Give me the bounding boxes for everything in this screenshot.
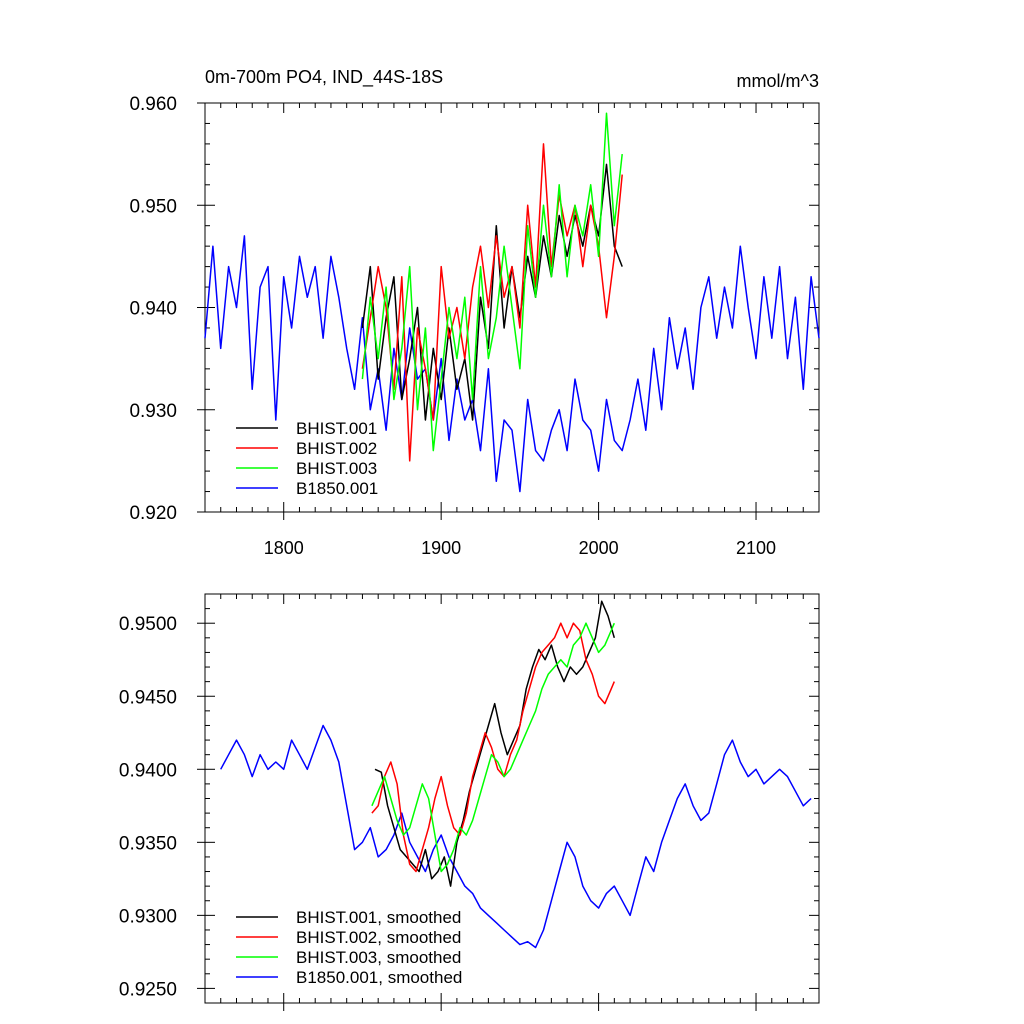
top-y-tick-label: 0.930 — [129, 401, 177, 422]
top-legend-label: BHIST.001 — [296, 419, 377, 438]
bottom-panel: 0.9250 0.9300 0.9350 0.9400 0.9450 0.9500 BHIS… — [119, 593, 820, 1011]
top-panel: 0m-700m PO4, IND_44S-18S mmol/m^3 1800 19… — [129, 67, 820, 558]
top-x-tick-label: 1800 — [264, 538, 304, 558]
top-y-tick-label: 0.920 — [129, 503, 177, 524]
top-legend-label: BHIST.003 — [296, 459, 377, 478]
bottom-y-tick-label: 0.9250 — [119, 979, 177, 1000]
bottom-y-tick-label: 0.9300 — [119, 906, 177, 927]
top-legend-label: BHIST.002 — [296, 439, 377, 458]
top-chart-title: 0m-700m PO4, IND_44S-18S — [205, 67, 443, 88]
top-x-tick-label: 1900 — [421, 538, 461, 558]
bottom-legend-label: BHIST.003, smoothed — [296, 948, 461, 967]
top-x-tick-label: 2000 — [579, 538, 619, 558]
bottom-y-tick-label: 0.9400 — [119, 760, 177, 781]
top-series-line-bhist-003 — [361, 112, 623, 452]
bottom-series-line-bhist-001-smoothed — [374, 600, 616, 887]
top-series-line-b1850-001 — [204, 235, 820, 493]
bottom-series-line-b1850-001-smoothed — [220, 724, 812, 949]
bottom-legend-label: B1850.001, smoothed — [296, 968, 462, 987]
bottom-y-tick-label: 0.9500 — [119, 614, 177, 635]
bottom-legend-label: BHIST.002, smoothed — [296, 928, 461, 947]
top-y-tick-label: 0.940 — [129, 299, 177, 320]
top-legend-label: B1850.001 — [296, 479, 378, 498]
top-series-line-bhist-002 — [361, 143, 623, 462]
bottom-series-line-bhist-003-smoothed — [371, 622, 615, 873]
bottom-legend-label: BHIST.001, smoothed — [296, 908, 461, 927]
top-units-label: mmol/m^3 — [737, 71, 819, 91]
top-y-tick-label: 0.960 — [129, 94, 177, 115]
top-y-tick-label: 0.950 — [129, 196, 177, 217]
top-x-tick-label: 2100 — [736, 538, 776, 558]
bottom-y-tick-label: 0.9450 — [119, 687, 177, 708]
bottom-y-tick-label: 0.9350 — [119, 833, 177, 854]
